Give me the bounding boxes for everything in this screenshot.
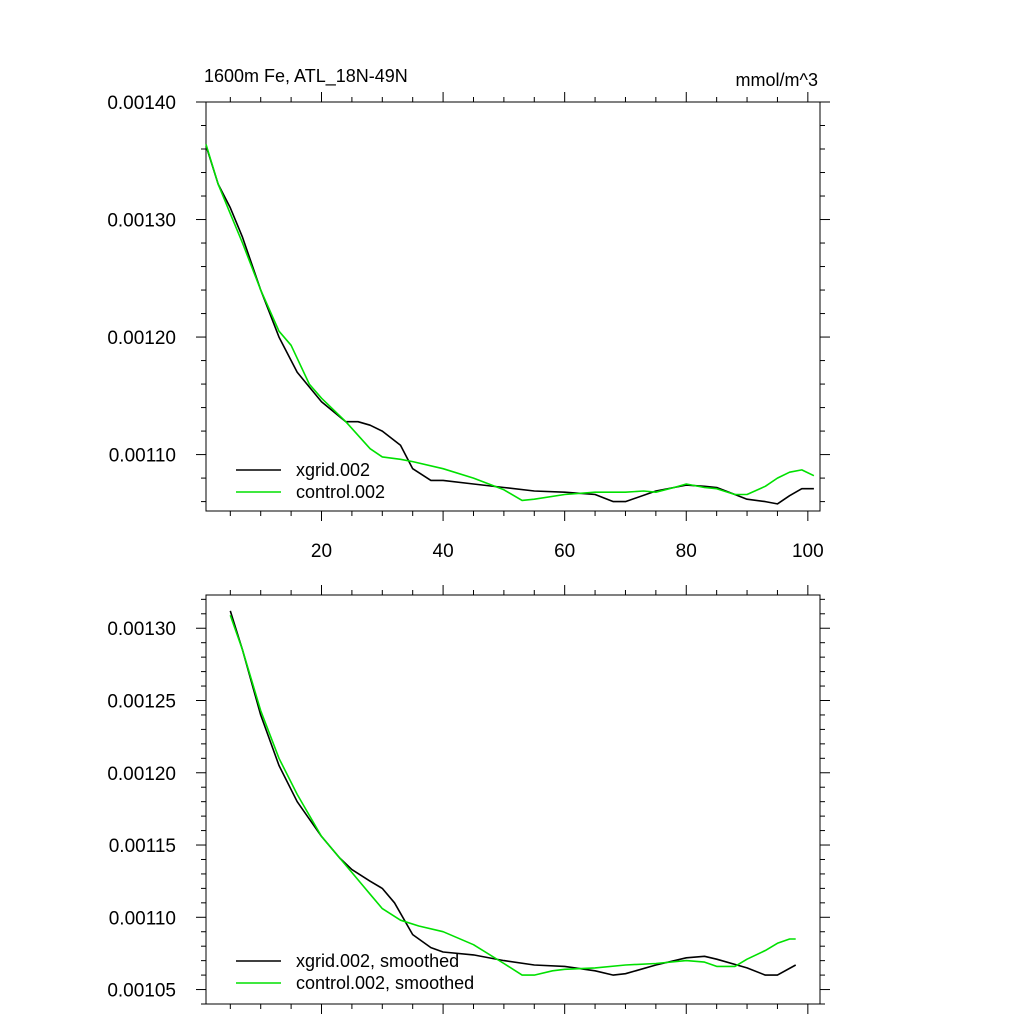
- top-x-tick-label: 40: [433, 541, 454, 562]
- top-ticks: [196, 92, 830, 521]
- top-legend: xgrid.002 control.002: [236, 460, 385, 502]
- top-y-tick-label: 0.00140: [107, 93, 176, 114]
- top-chart-title: 1600m Fe, ATL_18N-49N: [204, 66, 408, 87]
- top-x-tick-label: 20: [311, 541, 332, 562]
- top-legend-label-control: control.002: [296, 482, 385, 502]
- top-x-tick-label: 60: [554, 541, 575, 562]
- top-units-label: mmol/m^3: [736, 70, 818, 90]
- top-series-line-xgrid: [205, 145, 814, 505]
- top-series-lines: [205, 144, 815, 505]
- top-plot-frame: [205, 101, 821, 512]
- top-series-line-control: [205, 144, 815, 502]
- bottom-y-tick-label: 0.00105: [107, 981, 176, 1002]
- bottom-series-lines: [229, 610, 797, 976]
- top-x-tick-labels: 20 40 60 80 100: [311, 541, 824, 562]
- bottom-plot-frame: [205, 594, 821, 1005]
- bottom-y-tick-label: 0.00120: [107, 764, 176, 785]
- bottom-legend: xgrid.002, smoothed control.002, smoothe…: [236, 951, 474, 993]
- bottom-panel: 0.00105 0.00110 0.00115 0.00120 0.00125 0.001…: [107, 585, 830, 1014]
- top-x-tick-label: 100: [792, 541, 824, 562]
- bottom-ticks: [196, 585, 830, 1014]
- top-panel: 1600m Fe, ATL_18N-49N mmol/m^3 0.001100.…: [107, 66, 830, 562]
- bottom-y-tick-label: 0.00130: [107, 619, 176, 640]
- bottom-series-line-xgrid: [229, 610, 797, 976]
- top-y-tick-labels: 0.00110 0.00120 0.00130 0.00140: [107, 93, 176, 467]
- bottom-y-tick-label: 0.00125: [107, 692, 176, 713]
- bottom-y-tick-label: 0.00115: [109, 836, 176, 857]
- top-legend-label-xgrid: xgrid.002: [296, 460, 370, 480]
- bottom-legend-label-control: control.002, smoothed: [296, 973, 474, 993]
- bottom-series-line-control: [229, 614, 796, 976]
- bottom-y-tick-label: 0.00110: [109, 908, 176, 929]
- top-y-tick-label: 0.00120: [107, 328, 176, 349]
- bottom-y-tick-labels: 0.00105 0.00110 0.00115 0.00120 0.00125 0.001…: [107, 619, 176, 1001]
- top-x-tick-label: 80: [676, 541, 697, 562]
- top-y-tick-label: 0.00110: [109, 446, 176, 467]
- bottom-legend-label-xgrid: xgrid.002, smoothed: [296, 951, 459, 971]
- top-y-tick-label: 0.00130: [107, 211, 176, 232]
